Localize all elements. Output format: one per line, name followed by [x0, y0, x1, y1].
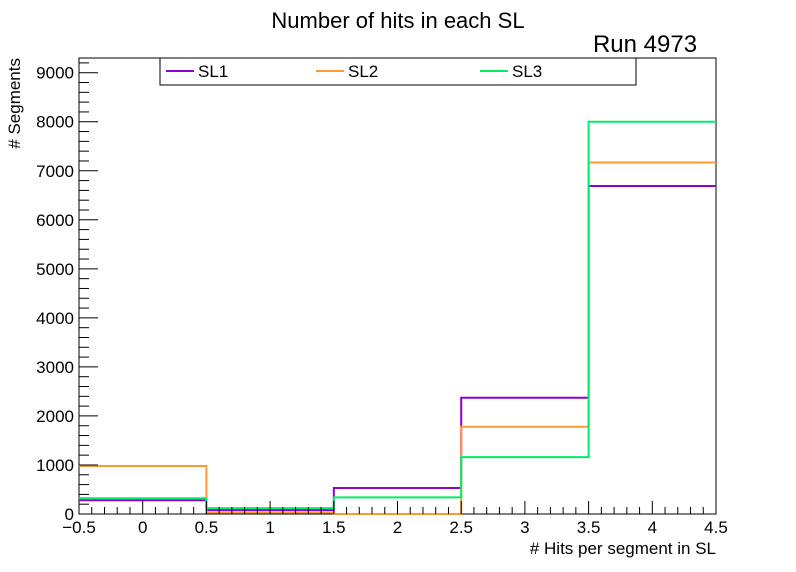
x-tick-label: −0.5: [62, 518, 96, 537]
x-tick-label: 2.5: [449, 518, 473, 537]
y-tick-label: 9000: [36, 64, 74, 83]
x-tick-label: 0: [138, 518, 147, 537]
plot-area: −0.5 0 0.5 1 1.5 2 2.5 3 3.5 4 4.5 010002000300040…: [36, 57, 728, 537]
x-tick-label: 3.5: [577, 518, 601, 537]
y-tick-label: 0: [65, 505, 74, 524]
y-tick-label: 8000: [36, 113, 74, 132]
x-axis: −0.5 0 0.5 1 1.5 2 2.5 3 3.5 4 4.5: [62, 501, 728, 537]
y-tick-label: 6000: [36, 211, 74, 230]
x-axis-label: # Hits per segment in SL: [530, 539, 716, 558]
x-tick-label: 0.5: [195, 518, 219, 537]
y-tick-label: 1000: [36, 456, 74, 475]
legend-label-sl3: SL3: [512, 62, 542, 81]
x-tick-label: 2: [393, 518, 402, 537]
y-tick-label: 7000: [36, 162, 74, 181]
x-tick-label: 1: [265, 518, 274, 537]
legend-box: [159, 57, 637, 86]
legend: SL1 SL2 SL3: [159, 57, 637, 86]
legend-label-sl1: SL1: [198, 62, 228, 81]
run-label: Run 4973: [593, 31, 697, 58]
legend-entries: SL1 SL2 SL3: [166, 62, 542, 81]
x-tick-label: 4: [648, 518, 657, 537]
chart-title: Number of hits in each SL: [271, 8, 524, 33]
legend-label-sl2: SL2: [348, 62, 378, 81]
y-axis: 0 1000 2000 3000 4000 5000 6000 7000 8000 9000: [36, 62, 98, 524]
x-tick-label: 3: [520, 518, 529, 537]
y-axis-label: # Segments: [5, 58, 24, 149]
y-tick-label: 5000: [36, 260, 74, 279]
x-tick-label: 4.5: [704, 518, 728, 537]
y-tick-label: 3000: [36, 358, 74, 377]
y-tick-label: 4000: [36, 309, 74, 328]
y-tick-label: 2000: [36, 407, 74, 426]
x-tick-label: 1.5: [322, 518, 346, 537]
